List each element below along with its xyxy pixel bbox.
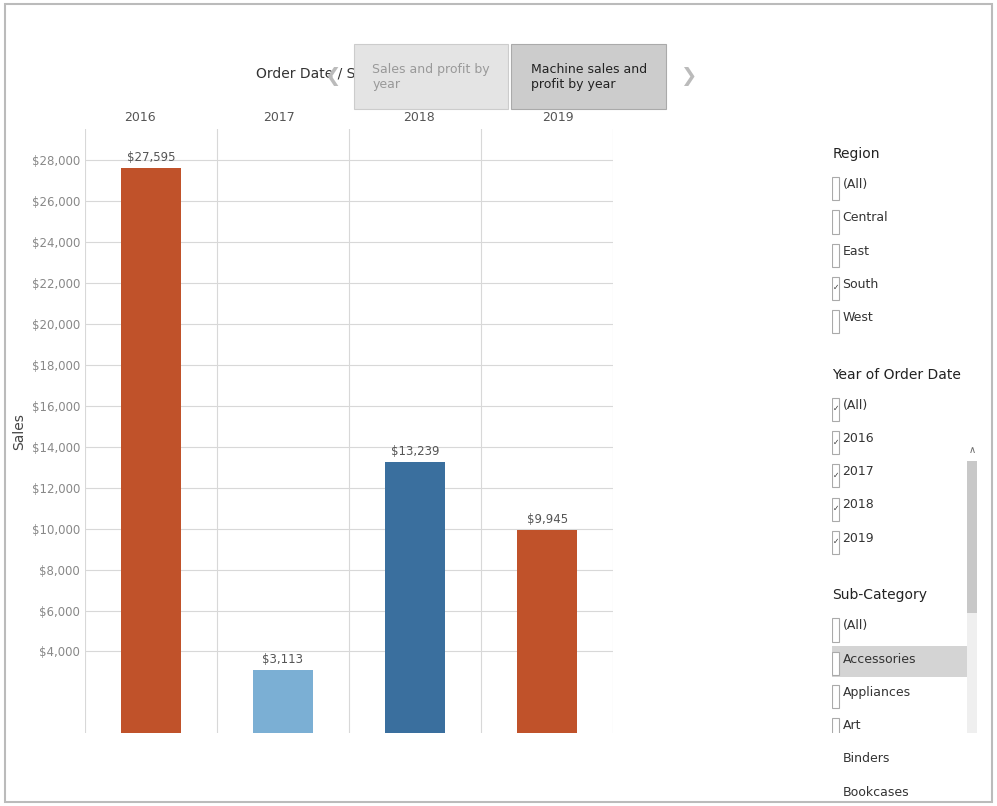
Text: $3,113: $3,113 <box>262 653 303 666</box>
Text: 2017: 2017 <box>842 465 874 478</box>
Bar <box>832 177 839 201</box>
Text: ❮: ❮ <box>324 67 340 86</box>
Y-axis label: Sales: Sales <box>12 413 26 450</box>
Bar <box>832 685 839 708</box>
Text: Sales and profit by
year: Sales and profit by year <box>373 63 490 90</box>
Text: East: East <box>842 244 869 258</box>
Bar <box>385 462 445 733</box>
Text: $9,945: $9,945 <box>526 513 567 526</box>
Text: 2016: 2016 <box>842 432 874 445</box>
Text: South: South <box>842 278 879 291</box>
Text: $13,239: $13,239 <box>391 445 440 458</box>
Text: ∧: ∧ <box>968 446 975 455</box>
Bar <box>832 431 839 455</box>
Text: ✓: ✓ <box>832 537 838 546</box>
Bar <box>832 785 839 806</box>
Bar <box>967 461 977 733</box>
Bar <box>832 497 839 521</box>
Text: Binders: Binders <box>842 752 890 766</box>
Text: West: West <box>842 311 873 324</box>
Text: Art: Art <box>842 719 861 732</box>
Bar <box>517 530 577 733</box>
Text: ✓: ✓ <box>832 283 838 293</box>
Text: (All): (All) <box>842 619 867 633</box>
Text: Region: Region <box>832 147 880 161</box>
Bar <box>832 243 839 267</box>
Bar <box>967 461 977 613</box>
Text: 2019: 2019 <box>842 532 874 545</box>
Text: ✓: ✓ <box>832 404 838 413</box>
Text: ✓: ✓ <box>832 471 838 480</box>
Bar <box>253 670 313 733</box>
Bar <box>832 464 839 488</box>
Text: Year of Order Date: Year of Order Date <box>832 368 961 382</box>
Text: 2018: 2018 <box>842 498 874 512</box>
Text: (All): (All) <box>842 399 867 412</box>
Bar <box>121 168 180 733</box>
Bar <box>832 277 839 300</box>
Bar <box>832 398 839 421</box>
Bar <box>832 618 839 642</box>
Text: Order Date / Sub-Category: Order Date / Sub-Category <box>256 67 442 81</box>
Bar <box>832 310 839 334</box>
Bar <box>832 652 839 675</box>
Text: Sub-Category: Sub-Category <box>832 588 927 602</box>
Text: ✓: ✓ <box>832 504 838 513</box>
Bar <box>832 531 839 554</box>
Bar <box>830 646 977 677</box>
Bar <box>832 210 839 234</box>
Text: $27,595: $27,595 <box>127 151 175 164</box>
Bar <box>832 751 839 775</box>
Text: Accessories: Accessories <box>842 653 916 666</box>
Text: Machine sales and
profit by year: Machine sales and profit by year <box>530 63 647 90</box>
Text: Appliances: Appliances <box>842 686 910 699</box>
Text: ✓: ✓ <box>832 438 838 447</box>
Text: Bookcases: Bookcases <box>842 786 909 799</box>
Bar <box>832 718 839 742</box>
Text: (All): (All) <box>842 178 867 191</box>
Text: ❯: ❯ <box>680 67 696 86</box>
Text: Central: Central <box>842 211 888 224</box>
